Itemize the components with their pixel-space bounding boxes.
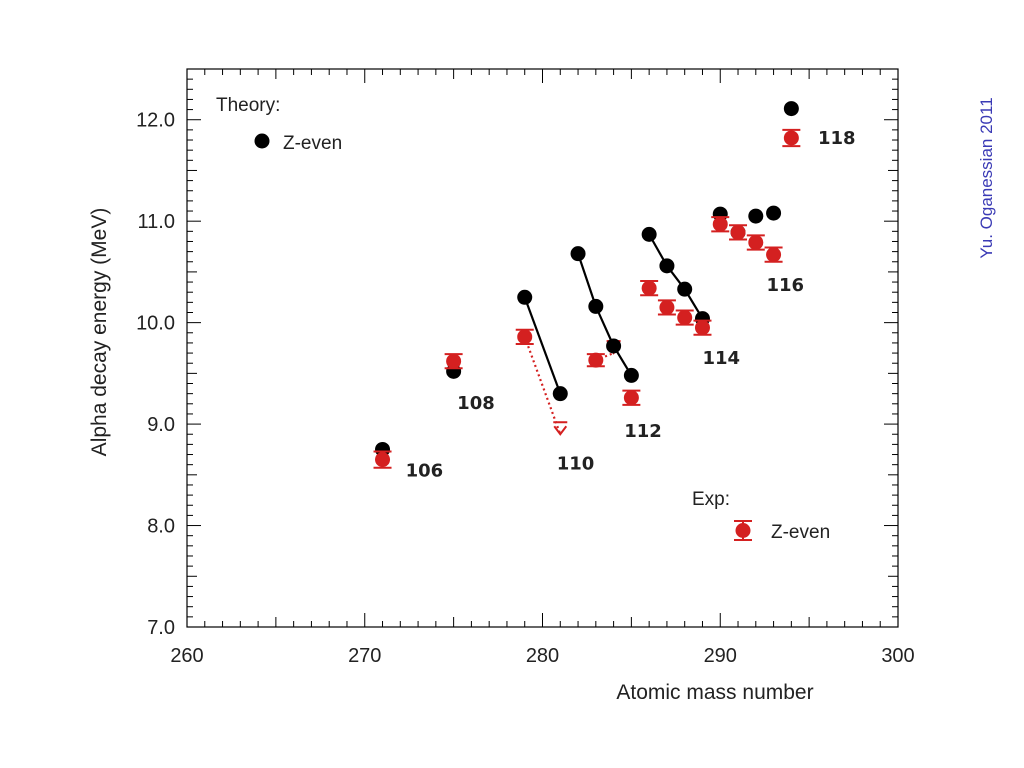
theory-legend-heading: Theory:: [216, 95, 280, 116]
exp-legend-entry: Z-even: [771, 522, 830, 543]
element-label: 114: [702, 348, 740, 369]
theory-chain-line: [577, 253, 633, 376]
exp-upper-limit-arrow: [553, 425, 568, 436]
theory-point: [783, 101, 799, 117]
theory-legend-marker: [254, 133, 270, 149]
theory-point: [606, 338, 622, 354]
theory-point: [748, 208, 764, 224]
theory-chain-line: [523, 296, 562, 395]
exp-legend-heading: Exp:: [692, 489, 730, 510]
exp-point: [766, 247, 782, 263]
exp-point: [748, 234, 764, 250]
y-tick-label: 12.0: [136, 110, 175, 132]
y-tick-label: 7.0: [147, 617, 175, 639]
exp-point: [623, 390, 639, 406]
theory-point: [570, 246, 586, 262]
x-tick-label: 260: [170, 645, 203, 667]
y-tick-label: 8.0: [147, 516, 175, 538]
element-label: 108: [457, 393, 495, 414]
element-label: 110: [557, 454, 595, 475]
exp-point: [677, 310, 693, 326]
exp-point: [730, 224, 746, 240]
y-tick-label: 11.0: [138, 211, 175, 233]
theory-chain-line: [648, 233, 704, 320]
x-tick-label: 270: [348, 645, 381, 667]
exp-point: [712, 216, 728, 232]
x-axis-title: Atomic mass number: [616, 681, 813, 704]
theory-point: [623, 367, 639, 383]
theory-point: [552, 386, 568, 402]
y-tick-label: 10.0: [136, 313, 175, 335]
exp-point: [517, 329, 533, 345]
author-credit: Yu. Oganessian 2011: [977, 97, 996, 258]
theory-point: [588, 298, 604, 314]
element-label: 112: [624, 421, 662, 442]
exp-point: [694, 320, 710, 336]
exp-point: [588, 352, 604, 368]
x-tick-label: 300: [881, 645, 914, 667]
y-axis-title: Alpha decay energy (MeV): [88, 208, 111, 457]
exp-legend-marker: [734, 520, 752, 541]
theory-point: [517, 289, 533, 305]
exp-dotted-link: [595, 352, 615, 362]
exp-point: [446, 353, 462, 369]
theory-point: [659, 258, 675, 274]
theory-legend-entry: Z-even: [283, 133, 342, 154]
theory-point: [641, 226, 657, 242]
exp-dotted-link: [523, 336, 562, 435]
element-label: 118: [818, 128, 856, 149]
element-label: 116: [766, 275, 804, 296]
exp-point: [659, 299, 675, 315]
theory-point: [766, 205, 782, 221]
exp-point: [375, 452, 391, 468]
element-label: 106: [406, 461, 444, 482]
x-tick-label: 290: [704, 645, 737, 667]
x-tick-label: 280: [526, 645, 559, 667]
exp-point: [641, 280, 657, 296]
theory-point: [677, 281, 693, 297]
y-tick-label: 9.0: [147, 414, 175, 436]
exp-point: [783, 130, 799, 146]
